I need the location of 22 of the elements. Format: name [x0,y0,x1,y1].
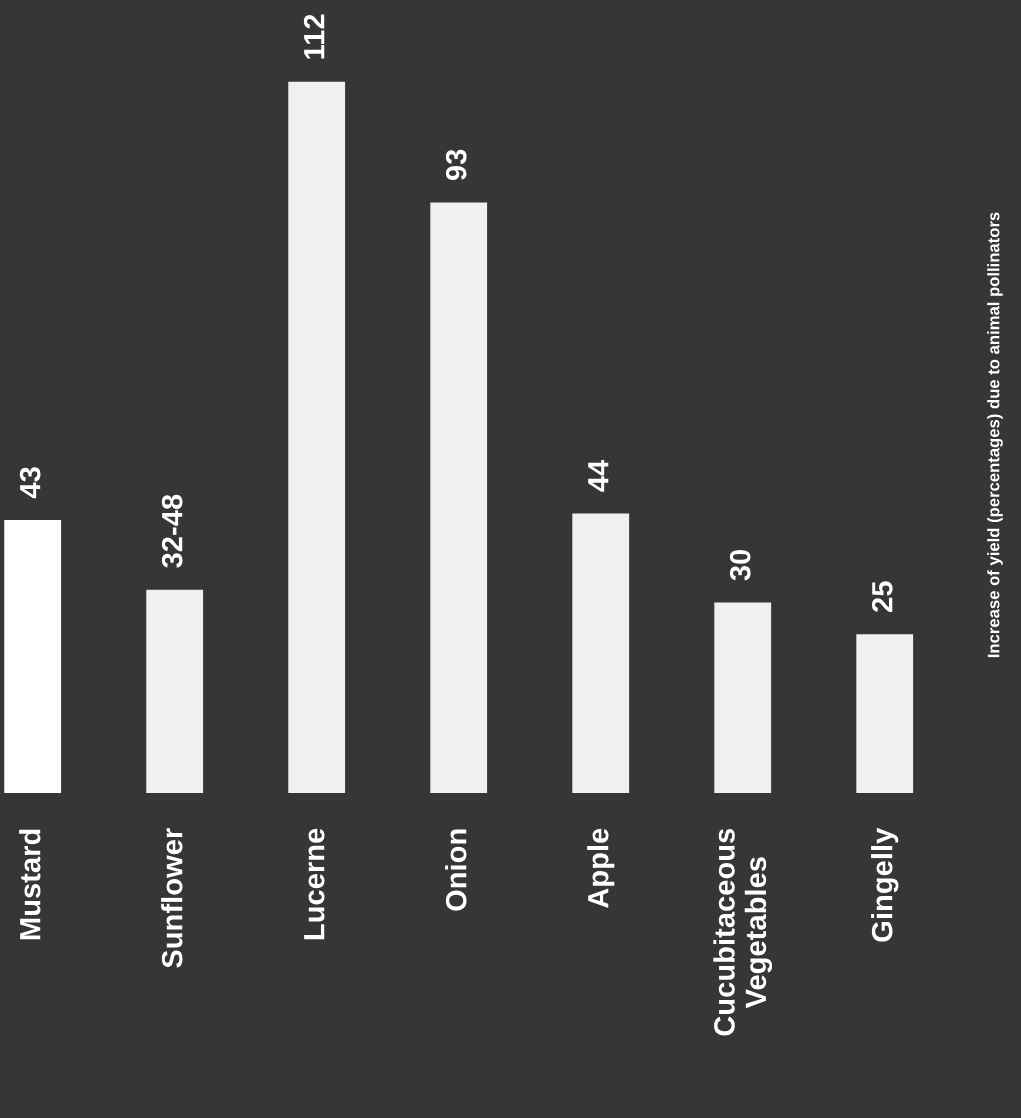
x-tick-label: Apple [587,828,615,909]
data-label: 32-48 [161,494,183,568]
x-tick-label: Sunflower [161,828,183,968]
data-label: 30 [729,549,751,581]
x-tick-label: Cucubitaceous Vegetables [713,828,773,1036]
bar [714,602,772,793]
data-label: 93 [445,149,467,181]
bar [146,589,204,793]
x-tick-label: Lucerne [304,828,325,940]
x-tick-label: Mustard [19,829,41,940]
data-label: 43 [19,467,41,499]
bar [4,519,62,793]
bar [856,634,914,793]
data-label: 44 [588,459,609,492]
x-tick-label: Gingelly [871,827,899,942]
bar [572,513,630,793]
bar [430,202,488,793]
data-label: 112 [303,14,325,59]
x-tick-label: Onion [445,829,467,911]
data-label: 25 [871,581,893,612]
y-axis-title: Increase of yield (percentages) due to animal pollinators [987,212,1003,658]
bar [288,81,346,793]
